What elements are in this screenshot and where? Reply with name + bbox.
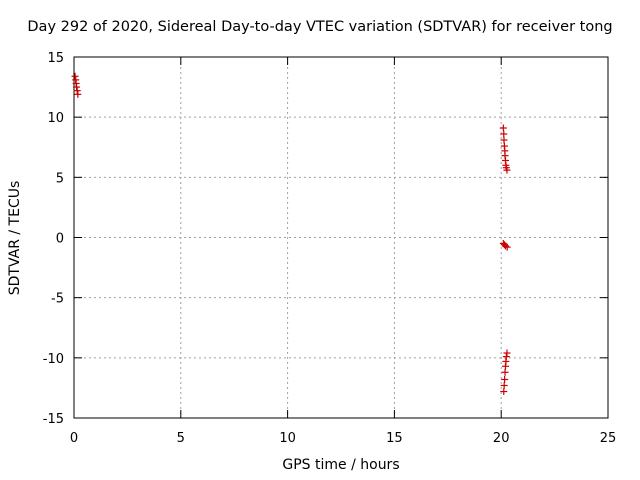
y-tick-label: -5	[51, 292, 64, 307]
grid-lines	[74, 57, 608, 418]
x-tick-label: 0	[70, 431, 78, 446]
data-points	[71, 72, 511, 396]
tick-labels: 0 5 10 15 20 25 -15 -10 -5 0 5 10 15	[43, 51, 617, 446]
x-tick-label: 20	[493, 431, 510, 446]
y-tick-label: -10	[43, 352, 64, 367]
data-point	[500, 136, 508, 144]
chart-title: Day 292 of 2020, Sidereal Day-to-day VTE…	[27, 19, 613, 35]
data-point	[502, 353, 510, 361]
x-tick-label: 15	[386, 431, 403, 446]
data-point	[501, 368, 509, 376]
y-tick-label: -15	[43, 412, 64, 427]
y-axis-label: SDTVAR / TECUs	[7, 180, 23, 296]
data-point	[501, 375, 509, 383]
y-tick-label: 15	[47, 51, 64, 66]
data-point	[71, 72, 79, 80]
data-point	[500, 388, 508, 396]
y-tick-label: 5	[56, 171, 64, 186]
data-point	[503, 166, 511, 174]
axis-ticks	[73, 56, 609, 419]
x-tick-label: 25	[600, 431, 617, 446]
data-point	[73, 83, 81, 91]
y-tick-label: 10	[47, 111, 64, 126]
data-point	[500, 130, 508, 138]
y-tick-label: 0	[56, 232, 64, 247]
data-point	[499, 124, 507, 132]
data-point	[73, 87, 81, 95]
data-point	[74, 90, 82, 98]
data-point	[500, 382, 508, 390]
x-axis-label: GPS time / hours	[282, 457, 400, 473]
data-point	[503, 349, 511, 357]
x-tick-label: 10	[279, 431, 296, 446]
x-tick-label: 5	[177, 431, 185, 446]
data-point	[503, 243, 511, 251]
data-point	[501, 242, 509, 250]
